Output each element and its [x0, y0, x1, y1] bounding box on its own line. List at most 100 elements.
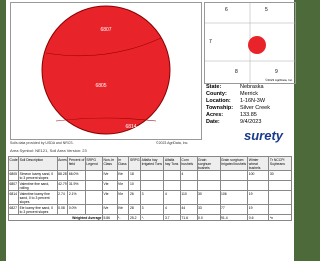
info-label: County:: [206, 91, 240, 98]
cell: IVe: [102, 205, 117, 215]
footer-cell: Weighted Average: [9, 215, 103, 221]
header-cell: SRPG Legend: [85, 157, 102, 171]
info-value: 9/4/2023: [240, 119, 261, 125]
header-cell: SRPG: [129, 157, 141, 171]
cell: IVe: [117, 205, 129, 215]
cell: 77: [220, 205, 248, 215]
cell: [269, 191, 292, 205]
cell: 4: [164, 205, 181, 215]
cell: [248, 181, 269, 191]
cell: 3: [141, 191, 164, 205]
cell: [220, 171, 248, 181]
cell: [197, 181, 220, 191]
cell: 33: [197, 205, 220, 215]
cell: [85, 171, 102, 181]
cell: Valentine loamy fine sand, 0 to 3 percen…: [19, 191, 58, 205]
header-cell: Winter wheat bushels: [248, 157, 269, 171]
cell: 88.28: [57, 171, 68, 181]
info-row: Location:1-16N-3W: [206, 98, 270, 105]
cell: 44: [180, 205, 197, 215]
cell: 30: [197, 191, 220, 205]
map-label: 6807: [100, 27, 111, 33]
footer-cell: 25.2: [129, 215, 141, 221]
cell: Valentine fine sand, rolling: [19, 181, 58, 191]
footer-cell: 3.7: [164, 215, 181, 221]
footer-cell: *-: [117, 215, 129, 221]
cell: 26: [129, 191, 141, 205]
cell: 106: [220, 191, 248, 205]
cell: 4: [164, 191, 181, 205]
info-row: County:Merrick: [206, 91, 270, 98]
info-value: Nebraska: [240, 84, 264, 90]
header-cell: Percent of field: [68, 157, 86, 171]
cell: 6805: [9, 171, 19, 181]
footer-cell: 5.86: [102, 215, 117, 221]
cell: VIe: [117, 181, 129, 191]
cell: 66.0%: [68, 171, 86, 181]
header-cell: Grain sorghum Irrigated bushels: [220, 157, 248, 171]
section-number: 8: [235, 69, 238, 75]
header-cell: Soil Description: [19, 157, 58, 171]
cell: [164, 171, 181, 181]
cell: [141, 181, 164, 191]
info-label: Date:: [206, 119, 240, 126]
footer-cell: 91.4: [220, 215, 248, 221]
header-cell: Grain sorghum bushels: [197, 157, 220, 171]
cell: IVe: [102, 171, 117, 181]
info-label: Location:: [206, 98, 240, 105]
cell: 19: [248, 191, 269, 205]
info-value: 133.85: [240, 112, 257, 118]
header-cell: Irr Class: [117, 157, 129, 171]
info-value: Silver Creek: [240, 105, 270, 111]
footer-cell: *-: [141, 215, 164, 221]
info-value: Merrick: [240, 91, 258, 97]
cell: [85, 191, 102, 205]
cell: 18: [129, 171, 141, 181]
cell: 30: [269, 171, 292, 181]
source-note: Soils data provided by USDA and NRCS.: [10, 141, 74, 145]
cell: VIe: [102, 191, 117, 205]
cell: 42.79: [57, 181, 68, 191]
info-value: 1-16N-3W: [240, 98, 265, 104]
cell: Ele loamy fine sand, 0 to 3 percent slop…: [19, 205, 58, 215]
info-label: Acres:: [206, 112, 240, 119]
cell: [164, 181, 181, 191]
page: 6807 6805 6814 6 5 7 8 9 ©2023 AgriData,…: [0, 0, 294, 261]
header-cell: Code: [9, 157, 19, 171]
section-number: 9: [275, 69, 278, 75]
cell: [85, 205, 102, 215]
table-caption: Area Symbol: NE121, Soil Area Version: 2…: [10, 148, 87, 153]
cell: [269, 205, 292, 215]
cell: [180, 181, 197, 191]
cell: 31.9%: [68, 181, 86, 191]
footer-cell: *n: [269, 215, 292, 221]
cell: 4: [180, 171, 197, 181]
info-row: Date:9/4/2023: [206, 119, 270, 126]
credit: ©2023 AgriData, Inc.: [265, 78, 293, 82]
cell: 28: [129, 205, 141, 215]
cell: 3: [141, 205, 164, 215]
cell: [220, 181, 248, 191]
footer-cell: 0.0: [197, 215, 220, 221]
logo: surety: [244, 128, 283, 143]
info-label: Township:: [206, 105, 240, 112]
map-label: 6814: [125, 124, 136, 130]
info-label: State:: [206, 84, 240, 91]
footer-cell: 0.6: [248, 215, 269, 221]
cell: 2.74: [57, 191, 68, 205]
cell: 110: [180, 191, 197, 205]
cell: [141, 171, 164, 181]
cell: 6827: [9, 205, 19, 215]
cell: 6807: [9, 181, 19, 191]
cell: [85, 181, 102, 191]
cell: 10: [129, 181, 141, 191]
map-label: 6805: [95, 83, 106, 89]
header-cell: Acres: [57, 157, 68, 171]
footer-cell: 71.6: [180, 215, 197, 221]
cell: [269, 181, 292, 191]
cell: 0.0%: [68, 205, 86, 215]
